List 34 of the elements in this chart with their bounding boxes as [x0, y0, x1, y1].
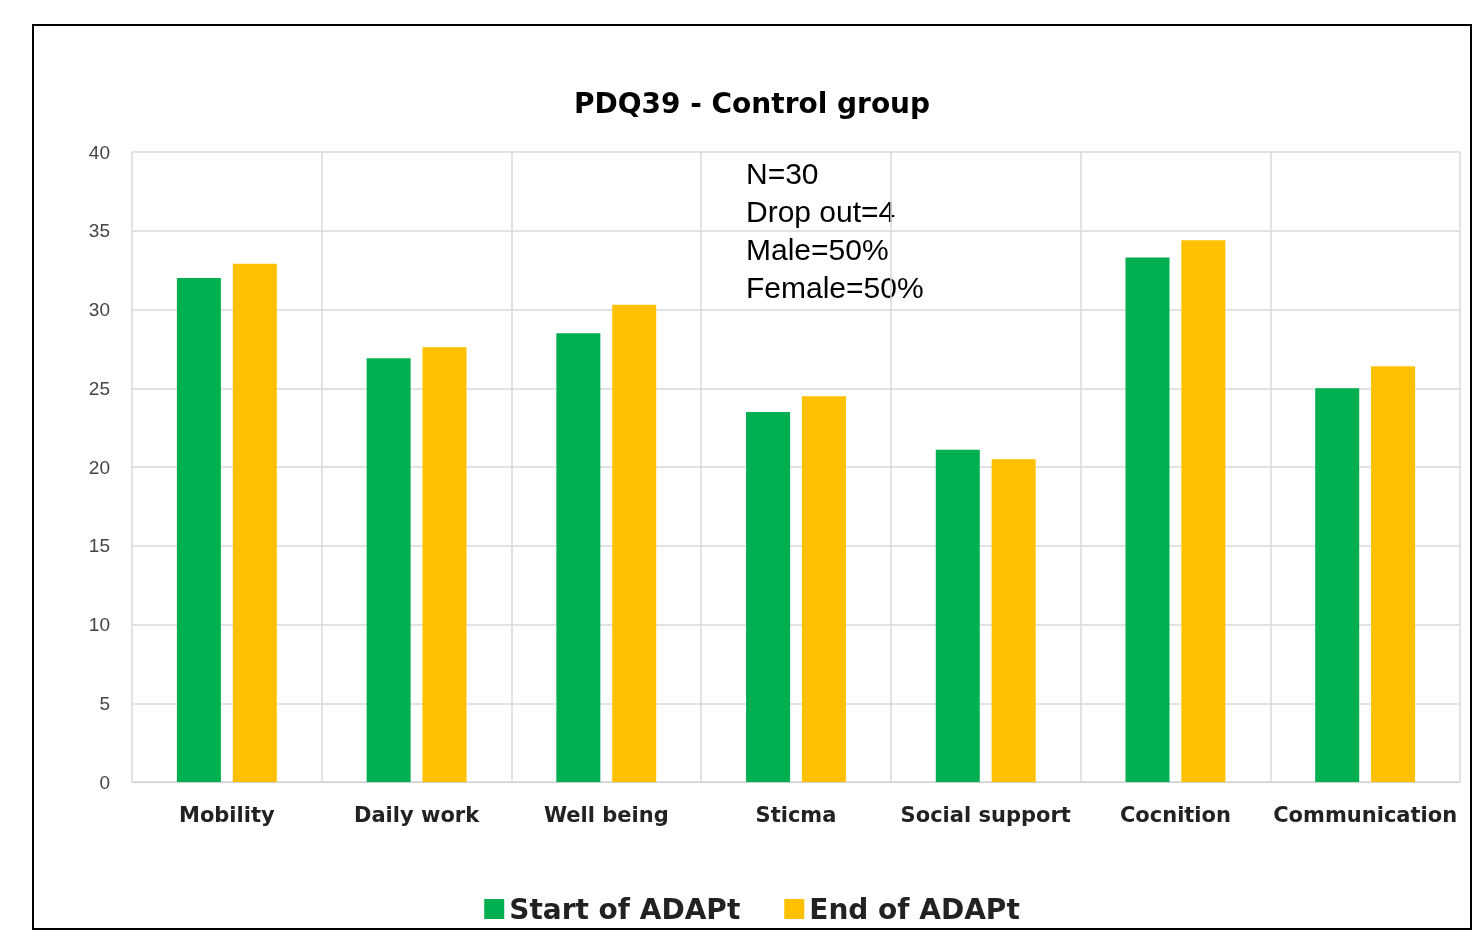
y-tick-label: 35: [88, 220, 110, 242]
bar: [1315, 388, 1360, 782]
bar: [935, 449, 980, 782]
bar: [556, 333, 601, 782]
bar: [1125, 257, 1170, 782]
y-tick-label: 20: [88, 456, 110, 478]
y-tick-label: 40: [88, 141, 110, 163]
x-tick-label: Communication: [1273, 802, 1458, 827]
x-tick-label: Sticma: [755, 802, 837, 827]
bar: [1181, 240, 1226, 782]
x-tick-label: Well being: [543, 802, 669, 827]
legend-label: Start of ADAPt: [509, 892, 741, 926]
bar: [801, 396, 846, 782]
bar: [991, 459, 1036, 782]
x-tick-label: Mobility: [179, 802, 275, 827]
x-tick-label: Daily work: [353, 802, 481, 827]
annotation: N=30 Drop out=4 Male=50% Female=50%: [746, 156, 924, 304]
y-tick-label: 25: [88, 377, 110, 399]
x-tick-label: Cocnition: [1119, 802, 1231, 827]
bar: [612, 304, 657, 782]
legend-label: End of ADAPt: [809, 892, 1020, 926]
x-tick-label: Social support: [900, 802, 1071, 827]
y-tick-label: 5: [99, 692, 110, 714]
bar: [366, 358, 411, 782]
y-tick-label: 30: [88, 299, 110, 320]
bar: [1371, 366, 1416, 782]
bar: [422, 347, 467, 782]
y-tick-label: 0: [99, 771, 110, 793]
bar: [232, 263, 277, 782]
bar: [746, 411, 791, 782]
chart-title: PDQ39 - Control group: [573, 86, 931, 120]
y-tick-label: 10: [88, 614, 110, 635]
bar: [176, 278, 221, 782]
y-tick-label: 15: [88, 535, 110, 557]
